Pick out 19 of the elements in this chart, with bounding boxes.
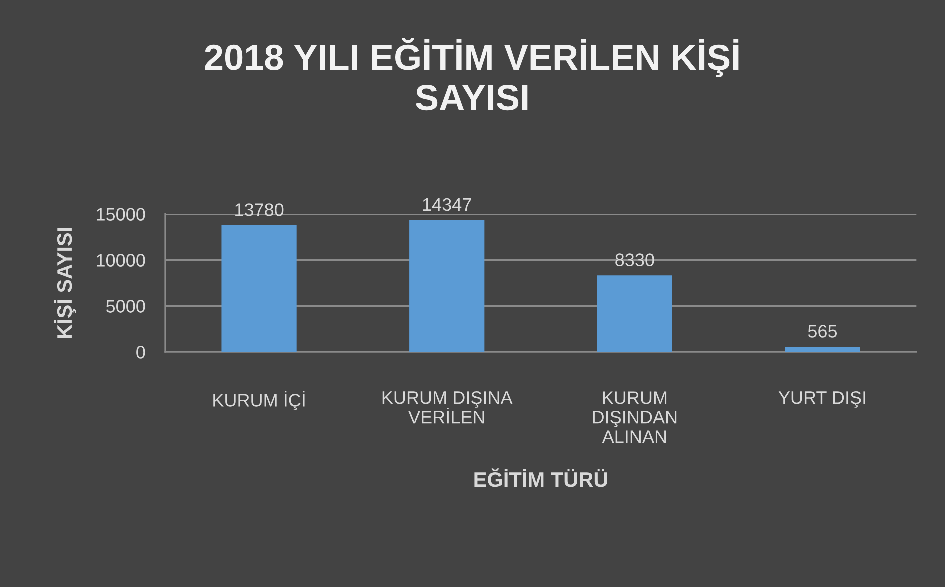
x-tick-label: KURUM İÇİ (214, 391, 305, 411)
data-label: 14347 (423, 198, 472, 212)
data-label: 8330 (616, 254, 654, 266)
bar (597, 276, 672, 352)
y-axis-title: KİŞİ SAYISI (54, 228, 76, 338)
bar (410, 220, 485, 352)
x-axis-title: EĞİTİM TÜRÜ (474, 468, 608, 488)
bar (785, 347, 860, 352)
data-label: 565 (808, 325, 838, 338)
y-tick-label: 10000 (97, 254, 146, 267)
x-tick-label: KURUM DIŞINDAN ALINAN (593, 392, 677, 444)
y-tick-label: 0 (136, 346, 146, 359)
chart-title: 2018 YILI EĞİTİM VERİLEN KİŞİ SAYISI (205, 38, 739, 111)
y-tick-label: 5000 (106, 300, 146, 313)
y-tick-label: 15000 (97, 208, 146, 221)
x-tick-label: YURT DIŞI (778, 391, 866, 408)
x-tick-label: KURUM DIŞINA VERİLEN (382, 391, 513, 424)
bar (222, 225, 297, 352)
data-label: 13780 (236, 204, 284, 216)
